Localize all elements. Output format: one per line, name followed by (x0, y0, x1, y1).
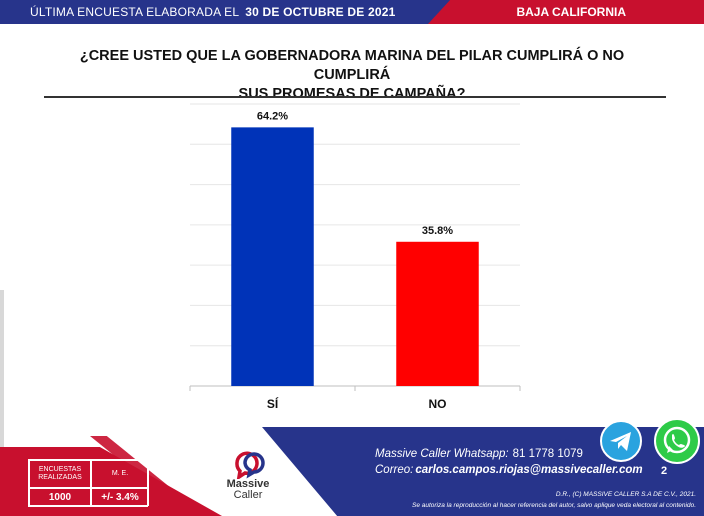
whatsapp-icon[interactable] (654, 418, 700, 464)
bar-no (396, 241, 479, 386)
telegram-icon[interactable] (600, 420, 642, 462)
legal-copyright: D.R., (C) MASSIVE CALLER S.A DE C.V., 20… (555, 491, 696, 498)
header-region-band (428, 0, 704, 24)
survey-date: 30 DE OCTUBRE DE 2021 (245, 5, 396, 19)
contact-whatsapp: Massive Caller Whatsapp: 81 1778 1079 (375, 448, 583, 460)
whatsapp-label: Massive Caller Whatsapp: (375, 448, 509, 460)
logo-icon (235, 451, 265, 479)
question-title: ¿CREE USTED QUE LA GOBERNADORA MARINA DE… (40, 47, 664, 104)
stats-me-value: +/- 3.4% (91, 488, 149, 506)
left-edge-shadow (0, 290, 4, 516)
page-number: 2 (661, 465, 668, 477)
title-divider (44, 96, 666, 98)
question-line-2: SUS PROMESAS DE CAMPAÑA? (238, 86, 466, 102)
telegram-glyph (610, 432, 631, 451)
question-line-1: ¿CREE USTED QUE LA GOBERNADORA MARINA DE… (79, 48, 625, 83)
stats-grid: ENCUESTAS REALIZADAS M. E. 1000 +/- 3.4% (28, 459, 149, 507)
x-tick-label: NO (429, 397, 447, 411)
stats-surveys-label: ENCUESTAS REALIZADAS (29, 460, 91, 488)
logo-text-caller: Caller (233, 489, 263, 501)
bar-si (231, 127, 314, 386)
whatsapp-glyph (663, 426, 691, 454)
email-label: Correo: (375, 464, 414, 476)
logo-text-massive: Massive (226, 478, 270, 490)
header-survey-info: ÚLTIMA ENCUESTA ELABORADA EL 30 DE OCTUBR… (30, 5, 396, 19)
x-tick-label: SÍ (267, 396, 279, 411)
region-label: BAJA CALIFORNIA (516, 5, 626, 19)
data-label: 64.2% (257, 110, 288, 122)
whatsapp-number: 81 1778 1079 (512, 448, 583, 460)
contact-email: Correo: carlos.campos.riojas@massivecalle… (375, 464, 643, 476)
stats-me-label: M. E. (91, 460, 149, 488)
legal-notice: Se autoriza la reproducción al hacer ref… (411, 502, 696, 509)
stats-box: ENCUESTAS REALIZADAS M. E. 1000 +/- 3.4% (28, 459, 149, 507)
massive-caller-logo: Massive Caller (216, 449, 280, 507)
stats-surveys-value: 1000 (29, 488, 91, 506)
data-label: 35.8% (422, 225, 453, 237)
email-address: carlos.campos.riojas@massivecaller.com (415, 464, 643, 476)
survey-label: ÚLTIMA ENCUESTA ELABORADA EL (30, 5, 240, 19)
